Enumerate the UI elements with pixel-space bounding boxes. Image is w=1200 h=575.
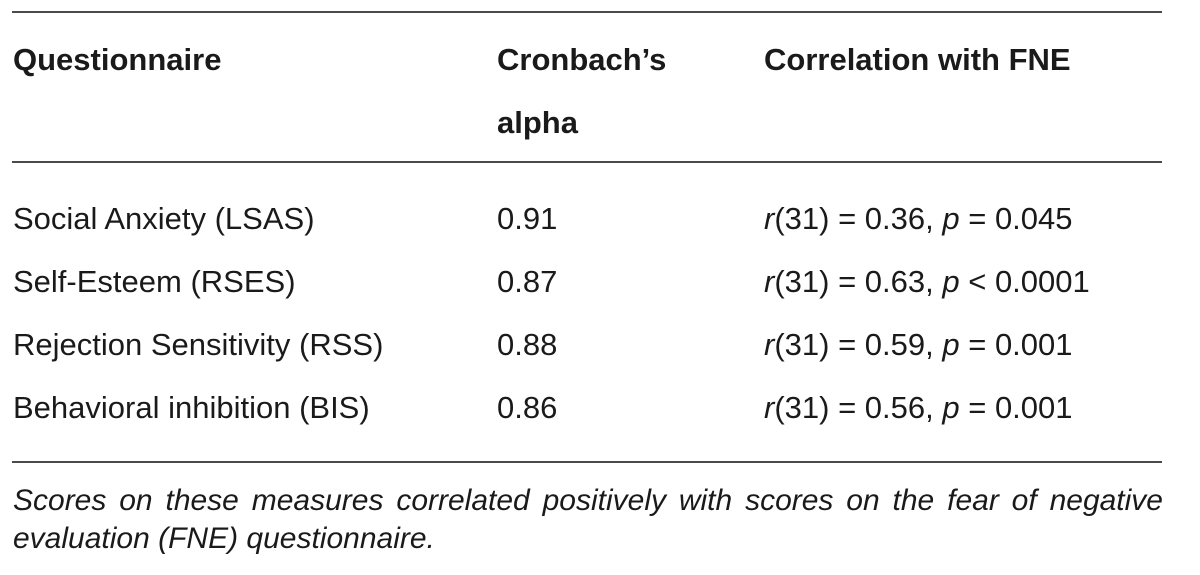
p-symbol: p bbox=[942, 201, 960, 236]
questionnaire-cell: Rejection Sensitivity (RSS) bbox=[13, 327, 384, 362]
alpha-cell: 0.88 bbox=[497, 327, 558, 362]
r-symbol: r bbox=[764, 201, 775, 236]
p-symbol: p bbox=[942, 264, 960, 299]
table-footnote: Scores on these measures correlated posi… bbox=[13, 484, 1163, 555]
table-bottom-rule bbox=[12, 461, 1162, 463]
r-symbol: r bbox=[764, 327, 775, 362]
table-row: Behavioral inhibition (BIS) 0.86 r(31) =… bbox=[0, 376, 1200, 439]
table-row: Rejection Sensitivity (RSS) 0.88 r(31) =… bbox=[0, 313, 1200, 376]
correlation-cell: r(31) = 0.36, p = 0.045 bbox=[764, 187, 1073, 250]
table-top-rule bbox=[12, 11, 1162, 13]
r-value: (31) = 0.63, bbox=[774, 264, 943, 299]
table-row: Self-Esteem (RSES) 0.87 r(31) = 0.63, p … bbox=[0, 250, 1200, 313]
header-questionnaire: Questionnaire bbox=[13, 42, 222, 77]
table-row: Social Anxiety (LSAS) 0.91 r(31) = 0.36,… bbox=[0, 187, 1200, 250]
alpha-cell: 0.87 bbox=[497, 264, 558, 299]
r-symbol: r bbox=[764, 390, 775, 425]
header-correlation-fne: Correlation with FNE bbox=[764, 42, 1071, 77]
p-symbol: p bbox=[942, 390, 960, 425]
p-value: = 0.001 bbox=[959, 390, 1073, 425]
alpha-cell: 0.86 bbox=[497, 390, 558, 425]
table-header-rule bbox=[12, 161, 1162, 163]
r-value: (31) = 0.56, bbox=[774, 390, 943, 425]
questionnaire-cell: Self-Esteem (RSES) bbox=[13, 264, 296, 299]
r-value: (31) = 0.59, bbox=[774, 327, 943, 362]
p-value: = 0.001 bbox=[959, 327, 1073, 362]
correlation-cell: r(31) = 0.63, p < 0.0001 bbox=[764, 250, 1090, 313]
correlation-cell: r(31) = 0.59, p = 0.001 bbox=[764, 313, 1073, 376]
questionnaire-cell: Social Anxiety (LSAS) bbox=[13, 201, 315, 236]
correlation-cell: r(31) = 0.56, p = 0.001 bbox=[764, 376, 1073, 439]
alpha-cell: 0.91 bbox=[497, 201, 558, 236]
r-value: (31) = 0.36, bbox=[774, 201, 943, 236]
questionnaire-cell: Behavioral inhibition (BIS) bbox=[13, 390, 370, 425]
p-value: = 0.045 bbox=[959, 201, 1073, 236]
header-cronbach-alpha: Cronbach’s alpha bbox=[497, 42, 667, 140]
p-symbol: p bbox=[942, 327, 960, 362]
p-value: < 0.0001 bbox=[959, 264, 1090, 299]
r-symbol: r bbox=[764, 264, 775, 299]
